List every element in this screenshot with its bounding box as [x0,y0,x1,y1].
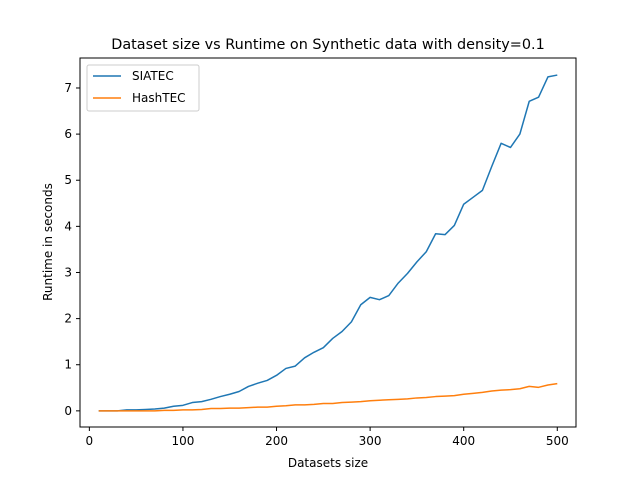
legend: SIATEC HashTEC [86,64,200,112]
series-line-hashtec [98,382,558,412]
x-tick-label: 300 [359,434,382,448]
x-tick-label: 400 [452,434,475,448]
plot-frame [79,57,577,428]
legend-label-hashtec: HashTEC [132,91,186,105]
series-lines [98,74,558,412]
x-tick-label: 200 [265,434,288,448]
y-tick-label: 1 [64,358,72,372]
chart-title: Dataset size vs Runtime on Synthetic dat… [111,37,545,53]
y-tick-label: 3 [64,265,72,279]
y-tick-label: 2 [64,312,72,326]
y-tick-label: 7 [64,81,72,95]
x-tick-label: 500 [546,434,569,448]
x-axis-title: Datasets size [288,456,368,470]
y-tick-label: 0 [64,404,72,418]
legend-label-siatec: SIATEC [132,69,174,83]
x-tick-label: 0 [86,434,94,448]
y-tick-label: 6 [64,127,72,141]
y-tick-label: 5 [64,173,72,187]
plot-area [79,57,577,428]
y-tick-label: 4 [64,219,72,233]
x-axis: 0 100 200 300 400 500 [86,427,569,448]
x-tick-label: 100 [171,434,194,448]
y-axis-title: Runtime in seconds [41,183,55,301]
series-line-siatec [98,74,558,412]
y-axis: 0 1 2 3 4 5 6 7 [64,81,80,418]
